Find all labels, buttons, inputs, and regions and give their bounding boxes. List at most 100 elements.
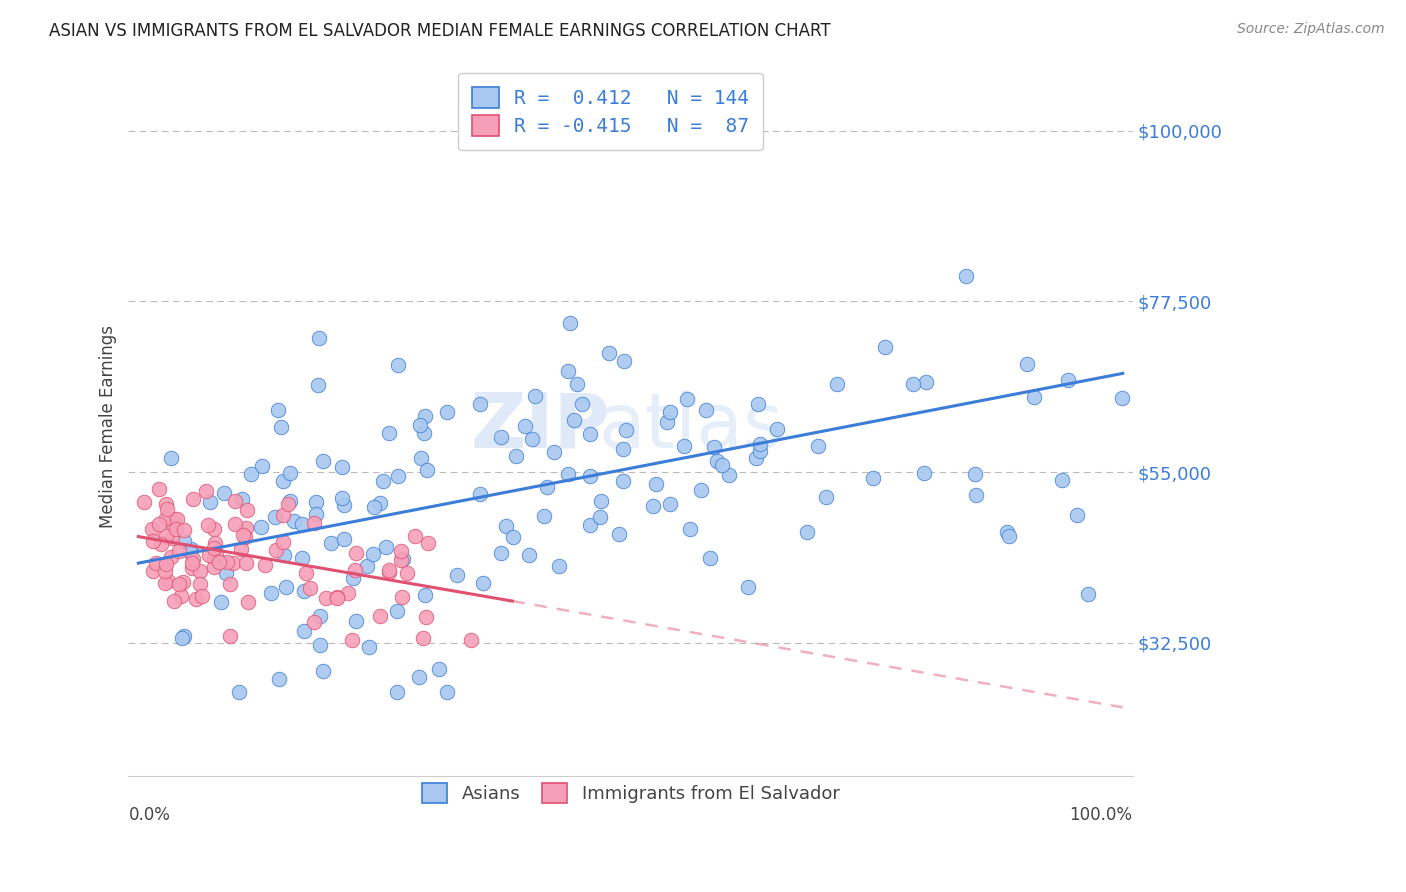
Point (515, 418, 537, 433)
Point (1111, 391, 1133, 405)
Point (155, 497, 177, 511)
Point (1057, 373, 1080, 387)
Point (1022, 390, 1045, 404)
Point (1015, 357, 1038, 371)
Point (1066, 508, 1088, 522)
Point (156, 574, 179, 588)
Point (607, 526, 630, 541)
Point (273, 474, 295, 488)
Point (737, 580, 759, 594)
Point (290, 516, 312, 531)
Point (278, 494, 301, 508)
Point (309, 638, 332, 652)
Point (197, 517, 219, 532)
Point (235, 521, 257, 535)
Point (215, 555, 238, 569)
Point (427, 662, 450, 676)
Point (235, 503, 257, 517)
Point (416, 535, 439, 549)
Point (333, 532, 356, 546)
Point (343, 563, 366, 577)
Text: ASIAN VS IMMIGRANTS FROM EL SALVADOR MEDIAN FEMALE EARNINGS CORRELATION CHART: ASIAN VS IMMIGRANTS FROM EL SALVADOR MED… (49, 22, 831, 40)
Point (408, 670, 430, 684)
Point (231, 542, 253, 557)
Point (142, 534, 165, 549)
Point (825, 376, 848, 391)
Point (645, 477, 668, 491)
Point (170, 589, 193, 603)
Point (236, 595, 259, 609)
Point (413, 409, 436, 424)
Point (141, 522, 163, 536)
Point (371, 474, 394, 488)
Point (409, 450, 432, 465)
Point (266, 543, 288, 558)
Point (598, 346, 620, 360)
Point (862, 471, 884, 485)
Point (368, 496, 391, 510)
Point (219, 629, 242, 643)
Point (180, 542, 202, 557)
Point (747, 397, 769, 411)
Point (173, 523, 195, 537)
Point (679, 522, 702, 536)
Point (378, 565, 401, 579)
Point (363, 500, 385, 514)
Point (657, 415, 679, 429)
Point (505, 449, 527, 463)
Point (579, 427, 602, 442)
Point (342, 571, 364, 585)
Point (389, 553, 412, 567)
Point (1050, 473, 1073, 487)
Point (319, 536, 342, 550)
Point (387, 685, 409, 699)
Point (181, 552, 204, 566)
Point (673, 439, 696, 453)
Point (153, 575, 176, 590)
Point (148, 517, 170, 532)
Point (277, 497, 299, 511)
Point (711, 458, 734, 472)
Point (155, 501, 177, 516)
Text: Source: ZipAtlas.com: Source: ZipAtlas.com (1237, 22, 1385, 37)
Point (184, 592, 207, 607)
Point (706, 454, 728, 468)
Point (181, 561, 204, 575)
Point (658, 404, 681, 418)
Point (172, 574, 194, 589)
Point (520, 433, 543, 447)
Point (155, 557, 177, 571)
Point (308, 331, 330, 345)
Point (160, 450, 183, 465)
Point (155, 529, 177, 543)
Point (191, 589, 214, 603)
Point (589, 494, 612, 508)
Point (188, 576, 211, 591)
Point (387, 359, 409, 373)
Point (446, 567, 468, 582)
Point (588, 509, 610, 524)
Point (523, 388, 546, 402)
Point (214, 566, 236, 581)
Point (641, 499, 664, 513)
Point (273, 548, 295, 562)
Point (357, 640, 380, 654)
Point (218, 577, 240, 591)
Point (205, 546, 228, 560)
Point (344, 546, 367, 560)
Point (209, 595, 232, 609)
Point (180, 556, 202, 570)
Point (748, 437, 770, 451)
Point (413, 588, 436, 602)
Point (145, 557, 167, 571)
Y-axis label: Median Female Earnings: Median Female Earnings (100, 325, 117, 528)
Point (305, 495, 328, 509)
Point (149, 537, 172, 551)
Point (155, 510, 177, 524)
Point (162, 512, 184, 526)
Point (233, 530, 256, 544)
Point (173, 534, 195, 549)
Point (212, 486, 235, 500)
Point (404, 528, 426, 542)
Point (495, 519, 517, 533)
